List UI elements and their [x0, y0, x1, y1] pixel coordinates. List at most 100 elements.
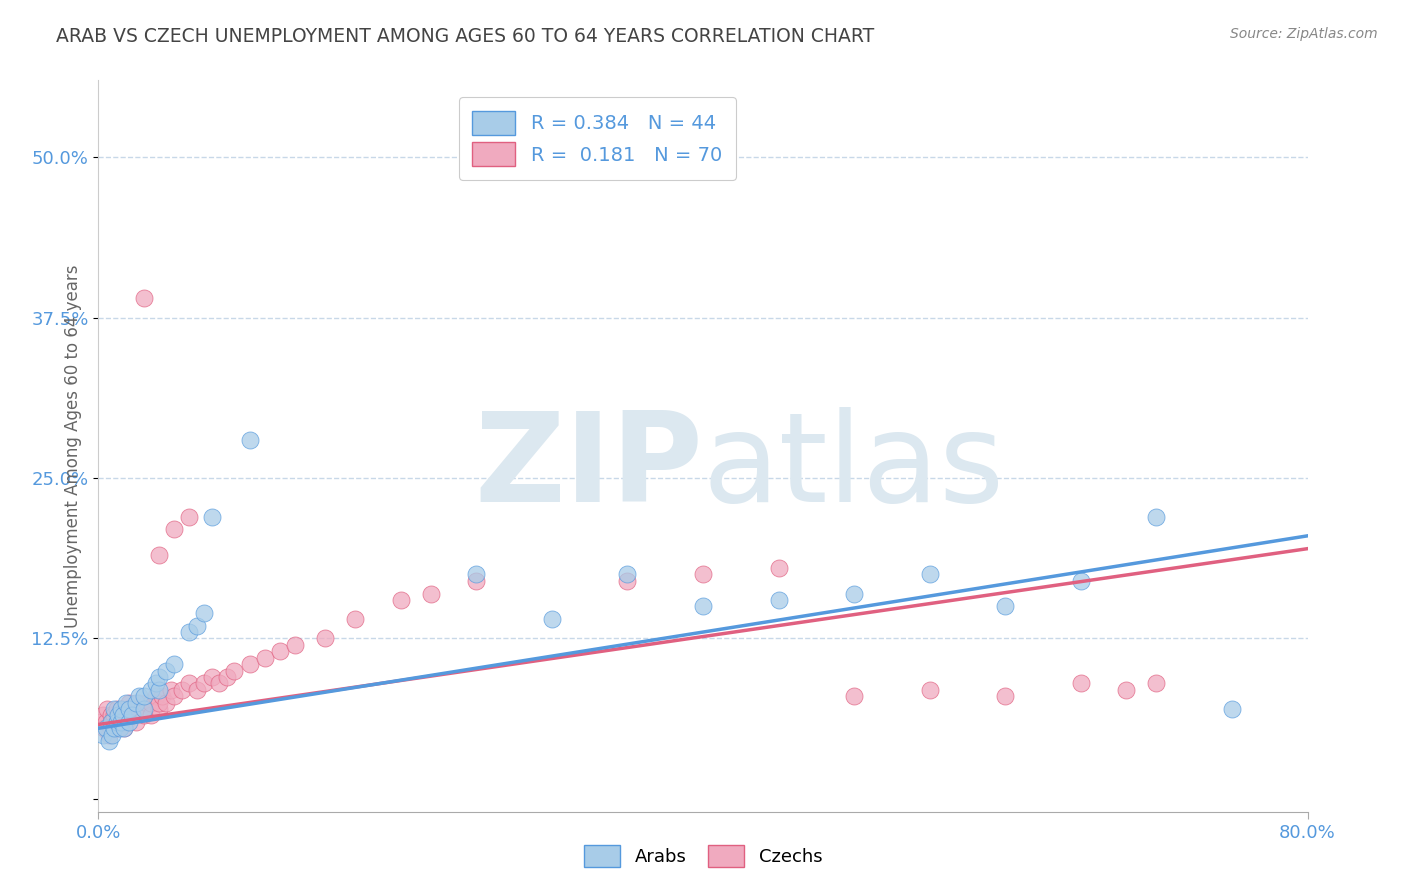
Point: [163, 690, 186, 704]
Text: Source: ZipAtlas.com: Source: ZipAtlas.com: [1230, 27, 1378, 41]
Point: [170, 682, 193, 697]
Point: [125, 696, 148, 710]
Point: [1070, 574, 1092, 588]
Point: [128, 696, 150, 710]
Point: [105, 714, 128, 729]
Point: [98, 734, 121, 748]
Point: [103, 708, 125, 723]
Point: [239, 657, 262, 672]
Point: [141, 708, 163, 723]
Point: [110, 702, 132, 716]
Point: [616, 567, 638, 582]
Point: [186, 682, 208, 697]
Point: [201, 670, 224, 684]
Point: [193, 606, 215, 620]
Point: [224, 664, 246, 678]
Point: [163, 523, 186, 537]
Point: [100, 714, 122, 729]
Point: [114, 714, 136, 729]
Point: [1144, 676, 1167, 690]
Point: [160, 682, 183, 697]
Point: [141, 682, 163, 697]
Point: [132, 292, 155, 306]
Point: [115, 702, 138, 716]
Point: [193, 676, 215, 690]
Point: [103, 721, 125, 735]
Point: [141, 696, 163, 710]
Point: [1070, 676, 1092, 690]
Point: [465, 574, 488, 588]
Point: [148, 702, 170, 716]
Point: [103, 721, 125, 735]
Text: atlas: atlas: [703, 408, 1005, 528]
Point: [121, 708, 143, 723]
Point: [1220, 702, 1243, 716]
Point: [110, 714, 132, 729]
Point: [125, 714, 148, 729]
Point: [128, 690, 150, 704]
Point: [101, 728, 124, 742]
Point: [148, 696, 170, 710]
Point: [105, 714, 128, 729]
Point: [145, 690, 167, 704]
Point: [179, 509, 201, 524]
Point: [389, 593, 412, 607]
Point: [90, 714, 112, 729]
Point: [768, 593, 790, 607]
Point: [918, 682, 941, 697]
Point: [1144, 509, 1167, 524]
Point: [179, 625, 201, 640]
Point: [132, 708, 155, 723]
Point: [118, 708, 141, 723]
Point: [239, 433, 262, 447]
Point: [108, 708, 131, 723]
Point: [125, 702, 148, 716]
Point: [111, 708, 134, 723]
Point: [103, 702, 125, 716]
Point: [215, 670, 238, 684]
Point: [132, 690, 155, 704]
Point: [132, 702, 155, 716]
Point: [118, 714, 141, 729]
Point: [101, 714, 124, 729]
Point: [465, 567, 488, 582]
Point: [155, 664, 177, 678]
Point: [163, 657, 186, 672]
Point: [94, 721, 117, 735]
Point: [107, 721, 129, 735]
Point: [768, 561, 790, 575]
Point: [145, 676, 167, 690]
Point: [91, 708, 114, 723]
Point: [114, 696, 136, 710]
Point: [118, 696, 141, 710]
Point: [105, 702, 128, 716]
Point: [93, 721, 115, 735]
Point: [284, 638, 307, 652]
Point: [844, 586, 866, 600]
Point: [253, 650, 276, 665]
Point: [132, 702, 155, 716]
Point: [692, 599, 714, 614]
Point: [112, 721, 135, 735]
Point: [155, 696, 177, 710]
Point: [179, 676, 201, 690]
Point: [150, 690, 173, 704]
Point: [110, 714, 132, 729]
Point: [107, 708, 129, 723]
Point: [1115, 682, 1137, 697]
Point: [148, 682, 170, 697]
Point: [108, 721, 131, 735]
Point: [616, 574, 638, 588]
Point: [692, 567, 714, 582]
Point: [994, 690, 1017, 704]
Point: [122, 708, 145, 723]
Point: [344, 612, 367, 626]
Text: ZIP: ZIP: [474, 408, 703, 528]
Point: [540, 612, 562, 626]
Point: [420, 586, 443, 600]
Point: [112, 721, 135, 735]
Point: [91, 728, 114, 742]
Point: [100, 708, 122, 723]
Point: [269, 644, 291, 658]
Point: [98, 728, 121, 742]
